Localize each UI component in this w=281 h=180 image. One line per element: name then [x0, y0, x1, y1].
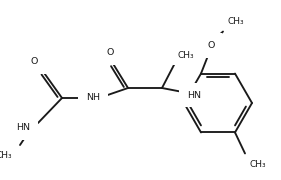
Text: CH₃: CH₃ [227, 17, 244, 26]
Text: CH₃: CH₃ [178, 51, 195, 60]
Text: O: O [207, 41, 215, 50]
Text: O: O [106, 48, 114, 57]
Text: O: O [31, 57, 38, 66]
Text: HN: HN [187, 91, 201, 100]
Text: HN: HN [16, 123, 30, 132]
Text: CH₃: CH₃ [0, 151, 12, 160]
Text: CH₃: CH₃ [249, 160, 266, 169]
Text: NH: NH [86, 93, 100, 102]
